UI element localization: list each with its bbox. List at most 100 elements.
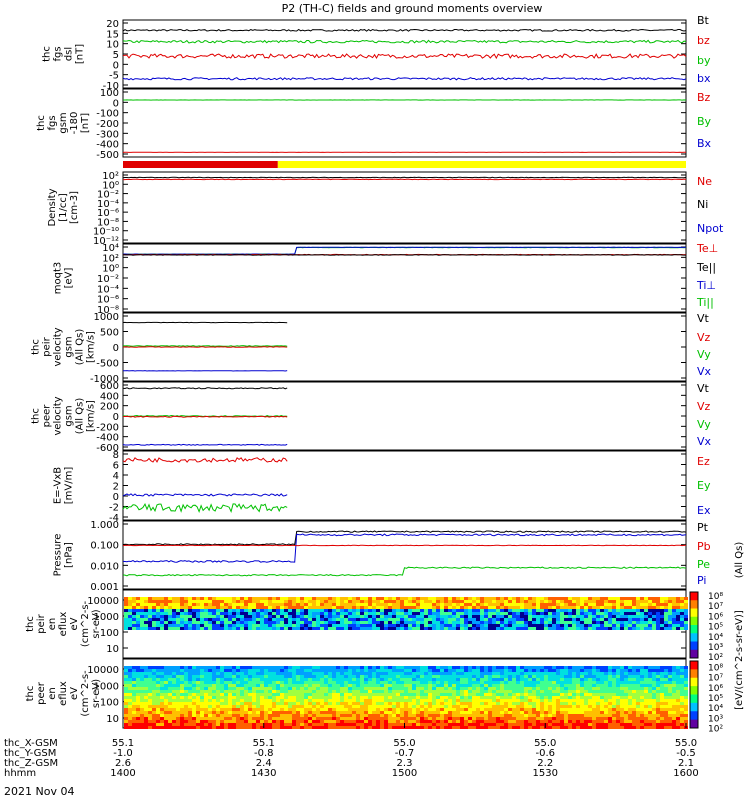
heatmap-cell — [424, 720, 428, 723]
heatmap-cell — [320, 699, 324, 702]
heatmap-cell — [432, 681, 436, 684]
heatmap-cell — [172, 624, 176, 627]
heatmap-cell — [252, 600, 256, 603]
heatmap-cell — [320, 675, 324, 678]
heatmap-cell — [664, 681, 668, 684]
colorbar-band — [690, 702, 698, 712]
heatmap-cell — [160, 678, 164, 681]
heatmap-cell — [388, 696, 392, 699]
heatmap-cell — [600, 717, 604, 720]
heatmap-cell — [512, 684, 516, 687]
heatmap-cell — [372, 705, 376, 708]
heatmap-cell — [508, 675, 512, 678]
heatmap-cell — [272, 603, 276, 606]
heatmap-cell — [500, 720, 504, 723]
heatmap-cell — [532, 675, 536, 678]
heatmap-cell — [612, 702, 616, 705]
heatmap-cell — [536, 669, 540, 672]
heatmap-cell — [492, 675, 496, 678]
heatmap-cell — [240, 723, 244, 726]
heatmap-cell — [360, 600, 364, 603]
heatmap-cell — [168, 681, 172, 684]
heatmap-cell — [404, 711, 408, 714]
heatmap-cell — [624, 603, 628, 606]
x-row-value: -0.5 — [676, 748, 696, 759]
heatmap-cell — [288, 699, 292, 702]
y-tick-label: -300 — [96, 129, 119, 140]
heatmap-cell — [584, 708, 588, 711]
heatmap-cell — [368, 675, 372, 678]
heatmap-cell — [532, 711, 536, 714]
heatmap-cell — [504, 612, 508, 615]
y-tick-label: 100 — [100, 628, 119, 639]
heatmap-cell — [200, 717, 204, 720]
heatmap-cell — [376, 708, 380, 711]
heatmap-cell — [372, 615, 376, 618]
heatmap-cell — [660, 603, 664, 606]
heatmap-cell — [272, 612, 276, 615]
heatmap-cell — [548, 618, 552, 621]
heatmap-cell — [560, 696, 564, 699]
colorbar-tick: 10⁷ — [708, 674, 723, 684]
heatmap-cell — [544, 606, 548, 609]
heatmap-cell — [184, 606, 188, 609]
heatmap-cell — [268, 669, 272, 672]
heatmap-cell — [516, 615, 520, 618]
heatmap-cell — [340, 615, 344, 618]
series-Pi — [122, 533, 687, 563]
heatmap-cell — [548, 606, 552, 609]
heatmap-cell — [340, 696, 344, 699]
heatmap-cell — [328, 669, 332, 672]
heatmap-cell — [196, 621, 200, 624]
heatmap-cell — [320, 618, 324, 621]
heatmap-cell — [196, 672, 200, 675]
heatmap-cell — [292, 600, 296, 603]
heatmap-cell — [680, 609, 684, 612]
heatmap-cell — [132, 684, 136, 687]
heatmap-cell — [560, 723, 564, 726]
heatmap-cell — [604, 714, 608, 717]
heatmap-cell — [648, 597, 652, 600]
heatmap-cell — [472, 690, 476, 693]
heatmap-cell — [288, 624, 292, 627]
heatmap-cell — [380, 714, 384, 717]
heatmap-cell — [416, 624, 420, 627]
heatmap-cell — [504, 723, 508, 726]
heatmap-cell — [388, 606, 392, 609]
heatmap-cell — [312, 606, 316, 609]
heatmap-cell — [620, 702, 624, 705]
heatmap-cell — [424, 666, 428, 669]
heatmap-cell — [484, 600, 488, 603]
heatmap-cell — [500, 621, 504, 624]
heatmap-cell — [240, 705, 244, 708]
heatmap-cell — [560, 597, 564, 600]
heatmap-cell — [380, 624, 384, 627]
heatmap-cell — [316, 612, 320, 615]
heatmap-cell — [488, 609, 492, 612]
heatmap-cell — [520, 711, 524, 714]
heatmap-cell — [216, 714, 220, 717]
heatmap-cell — [352, 690, 356, 693]
heatmap-cell — [556, 621, 560, 624]
heatmap-cell — [356, 720, 360, 723]
heatmap-cell — [304, 714, 308, 717]
heatmap-cell — [444, 606, 448, 609]
heatmap-cell — [564, 618, 568, 621]
y-axis-label: peir — [36, 613, 47, 633]
heatmap-cell — [132, 681, 136, 684]
heatmap-cell — [684, 717, 688, 720]
heatmap-cell — [660, 672, 664, 675]
heatmap-cell — [624, 624, 628, 627]
heatmap-cell — [204, 672, 208, 675]
heatmap-cell — [152, 681, 156, 684]
heatmap-cell — [340, 669, 344, 672]
y-axis-label: (All Qs) — [75, 398, 86, 435]
heatmap-cell — [456, 696, 460, 699]
heatmap-cell — [284, 720, 288, 723]
heatmap-cell — [464, 609, 468, 612]
heatmap-cell — [588, 717, 592, 720]
heatmap-cell — [260, 687, 264, 690]
heatmap-cell — [136, 684, 140, 687]
heatmap-cell — [248, 600, 252, 603]
heatmap-cell — [132, 720, 136, 723]
